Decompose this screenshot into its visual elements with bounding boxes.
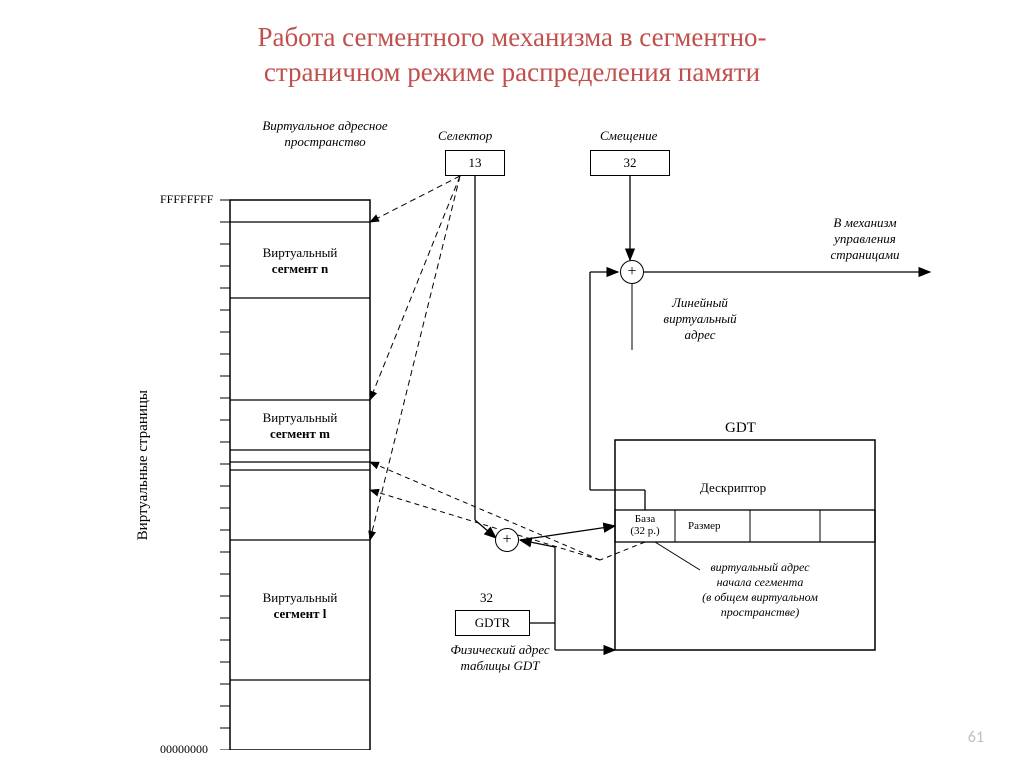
gdtr-value: GDTR xyxy=(475,615,510,631)
offset-value: 32 xyxy=(624,155,637,171)
title-line-2: страничном режиме распределения памяти xyxy=(264,57,760,87)
label-virtual-pages: Виртуальные страницы xyxy=(135,390,152,540)
selector-box: 13 xyxy=(445,150,505,176)
label-seg-m: Виртуальный сегмент m xyxy=(250,410,350,442)
adder-top: + xyxy=(620,260,644,284)
label-descriptor: Дескриптор xyxy=(700,480,766,496)
label-virt-start: виртуальный адрес начала сегмента (в общ… xyxy=(670,560,850,620)
title-line-1: Работа сегментного механизма в сегментно… xyxy=(257,22,766,52)
label-selector: Селектор xyxy=(438,128,492,144)
adder-bottom: + xyxy=(495,528,519,552)
label-offset: Смещение xyxy=(600,128,657,144)
label-linear-addr: Линейный виртуальный адрес xyxy=(650,295,750,343)
label-zero: 00000000 xyxy=(160,742,208,757)
page-title: Работа сегментного механизма в сегментно… xyxy=(0,20,1024,90)
label-base: База(32 р.) xyxy=(620,513,670,537)
gdtr-box: GDTR xyxy=(455,610,530,636)
label-phys-addr: Физический адрес таблицы GDT xyxy=(435,642,565,674)
label-seg-l: Виртуальный сегмент l xyxy=(250,590,350,622)
selector-value: 13 xyxy=(469,155,482,171)
label-mechanism: В механизм управления страницами xyxy=(810,215,920,263)
diagram-canvas: Виртуальное адресное пространство Селект… xyxy=(60,110,960,750)
page-number: 61 xyxy=(968,728,984,747)
label-gdtr-bits: 32 xyxy=(480,590,493,606)
label-virt-addr-space: Виртуальное адресное пространство xyxy=(240,118,410,150)
offset-box: 32 xyxy=(590,150,670,176)
label-seg-n: Виртуальный сегмент n xyxy=(250,245,350,277)
label-ffff: FFFFFFFF xyxy=(160,192,213,207)
label-size: Размер xyxy=(688,520,721,532)
label-gdt: GDT xyxy=(725,420,756,437)
